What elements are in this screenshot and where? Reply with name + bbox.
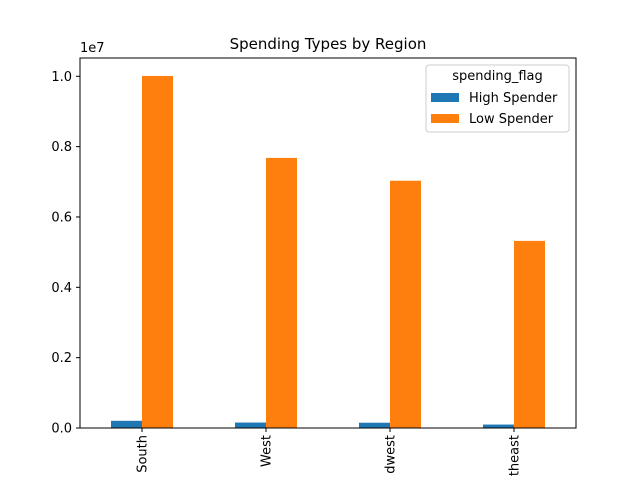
y-axis-ticks: 0.0 0.2 0.4 0.6 0.8 1.0 bbox=[51, 70, 80, 437]
x-axis-ticks: South West dwest theast bbox=[136, 428, 523, 476]
y-tick-label: 0.0 bbox=[51, 422, 72, 437]
legend-title: spending_flag bbox=[452, 69, 543, 84]
y-axis-offset-label: 1e7 bbox=[80, 41, 105, 56]
legend-box bbox=[425, 64, 570, 133]
y-tick-label: 0.6 bbox=[51, 210, 72, 225]
legend-swatch-high-spender bbox=[431, 93, 459, 102]
bar-low-spender-south bbox=[142, 75, 173, 428]
x-tick-label-west: West bbox=[260, 435, 275, 467]
legend: spending_flag High Spender Low Spender bbox=[425, 64, 570, 133]
y-tick-label: 0.2 bbox=[51, 351, 72, 366]
bar-high-spender-south bbox=[111, 420, 142, 428]
x-tick-label-northeast: theast bbox=[508, 435, 523, 476]
legend-items: High Spender Low Spender bbox=[431, 91, 558, 127]
y-tick-label: 0.4 bbox=[51, 281, 72, 296]
bar-high-spender-northeast bbox=[483, 424, 514, 428]
bar-low-spender-west bbox=[266, 157, 297, 428]
y-tick-label: 0.8 bbox=[51, 140, 72, 155]
bars-group bbox=[111, 75, 545, 428]
bar-high-spender-west bbox=[235, 422, 266, 428]
x-tick-label-midwest: dwest bbox=[384, 435, 399, 474]
y-tick-label: 1.0 bbox=[51, 70, 72, 85]
legend-label-low-spender: Low Spender bbox=[469, 112, 554, 127]
bar-low-spender-northeast bbox=[514, 240, 545, 428]
legend-label-high-spender: High Spender bbox=[469, 91, 558, 106]
bar-high-spender-midwest bbox=[359, 422, 390, 428]
x-tick-label-south: South bbox=[136, 435, 151, 473]
bar-low-spender-midwest bbox=[390, 180, 421, 428]
legend-swatch-low-spender bbox=[431, 114, 459, 123]
plot-area-frame bbox=[79, 57, 577, 429]
chart-title: Spending Types by Region bbox=[230, 35, 427, 53]
